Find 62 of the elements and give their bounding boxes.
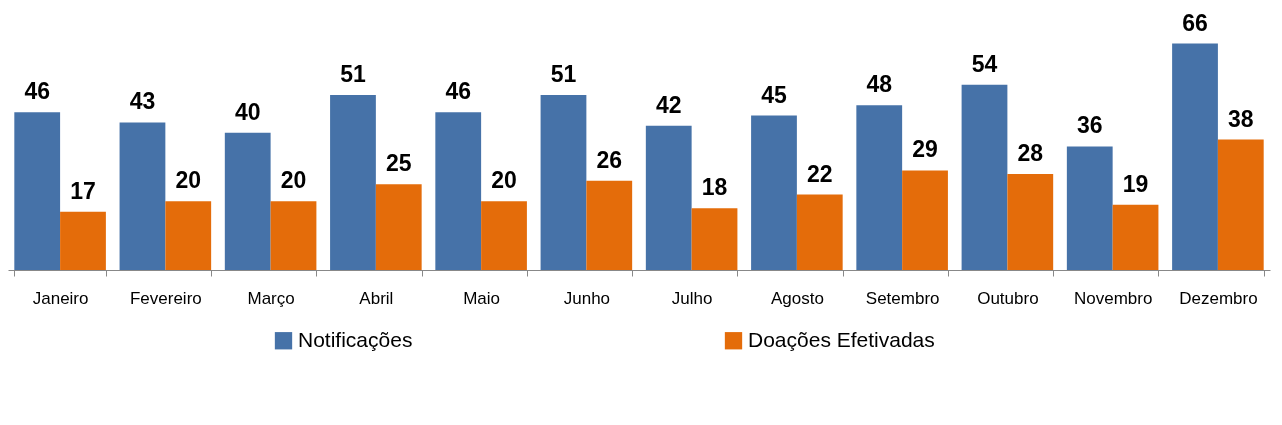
bar bbox=[1217, 139, 1264, 270]
bar bbox=[586, 180, 633, 270]
data-label: 48 bbox=[866, 71, 893, 98]
bar bbox=[645, 125, 692, 270]
bar bbox=[60, 211, 106, 270]
data-label: 20 bbox=[175, 167, 202, 194]
x-tick-label: Maio bbox=[463, 288, 501, 308]
data-label: 28 bbox=[1017, 139, 1044, 166]
bar bbox=[1172, 43, 1218, 270]
data-label: 18 bbox=[701, 174, 728, 201]
data-label: 51 bbox=[340, 60, 366, 87]
data-label: 36 bbox=[1076, 112, 1103, 139]
data-label: 42 bbox=[655, 91, 682, 118]
x-tick-label: Junho bbox=[563, 288, 611, 308]
bar bbox=[270, 201, 317, 270]
data-label: 22 bbox=[806, 160, 833, 187]
data-label: 40 bbox=[234, 98, 261, 125]
bar bbox=[481, 201, 527, 270]
data-label: 19 bbox=[1122, 170, 1149, 197]
x-tick-label: Agosto bbox=[770, 288, 824, 308]
bar bbox=[165, 201, 212, 270]
data-label: 38 bbox=[1227, 105, 1254, 132]
x-tick-label: Março bbox=[247, 288, 295, 308]
x-tick-label: Julho bbox=[671, 288, 713, 308]
data-label: 43 bbox=[129, 88, 156, 115]
data-label: 46 bbox=[445, 78, 472, 105]
data-label: 26 bbox=[596, 146, 623, 173]
bar bbox=[435, 112, 482, 270]
x-tick-label: Setembro bbox=[865, 288, 940, 308]
data-label: 45 bbox=[761, 81, 787, 108]
bar bbox=[856, 105, 903, 270]
bar bbox=[119, 122, 166, 270]
data-label: 20 bbox=[491, 167, 517, 194]
bar bbox=[796, 194, 843, 270]
legend-label: Notificações bbox=[298, 327, 413, 351]
x-tick-label: Novembro bbox=[1073, 288, 1153, 308]
x-tick-label: Fevereiro bbox=[129, 288, 202, 308]
bar bbox=[224, 132, 271, 270]
bar bbox=[14, 112, 61, 270]
data-label: 20 bbox=[280, 167, 307, 194]
x-tick-label: Outubro bbox=[977, 288, 1039, 308]
bar bbox=[540, 94, 587, 270]
x-tick-label: Dezembro bbox=[1179, 288, 1258, 308]
bar bbox=[1007, 173, 1054, 270]
data-label: 51 bbox=[550, 60, 577, 87]
data-label: 25 bbox=[385, 150, 412, 177]
data-label: 66 bbox=[1182, 9, 1208, 36]
bar bbox=[1112, 204, 1159, 270]
bar bbox=[1066, 146, 1113, 270]
legend-label: Doações Efetivadas bbox=[748, 327, 935, 351]
bar bbox=[961, 84, 1008, 270]
bar bbox=[375, 184, 422, 270]
bar bbox=[330, 94, 376, 270]
data-label: 17 bbox=[70, 177, 96, 204]
x-tick-label: Abril bbox=[359, 288, 394, 308]
x-tick-label: Janeiro bbox=[32, 288, 89, 308]
bar bbox=[902, 170, 948, 270]
bar bbox=[691, 208, 738, 270]
data-label: 29 bbox=[912, 136, 938, 163]
bar bbox=[751, 115, 797, 270]
data-label: 54 bbox=[971, 50, 998, 77]
data-label: 46 bbox=[24, 78, 50, 105]
